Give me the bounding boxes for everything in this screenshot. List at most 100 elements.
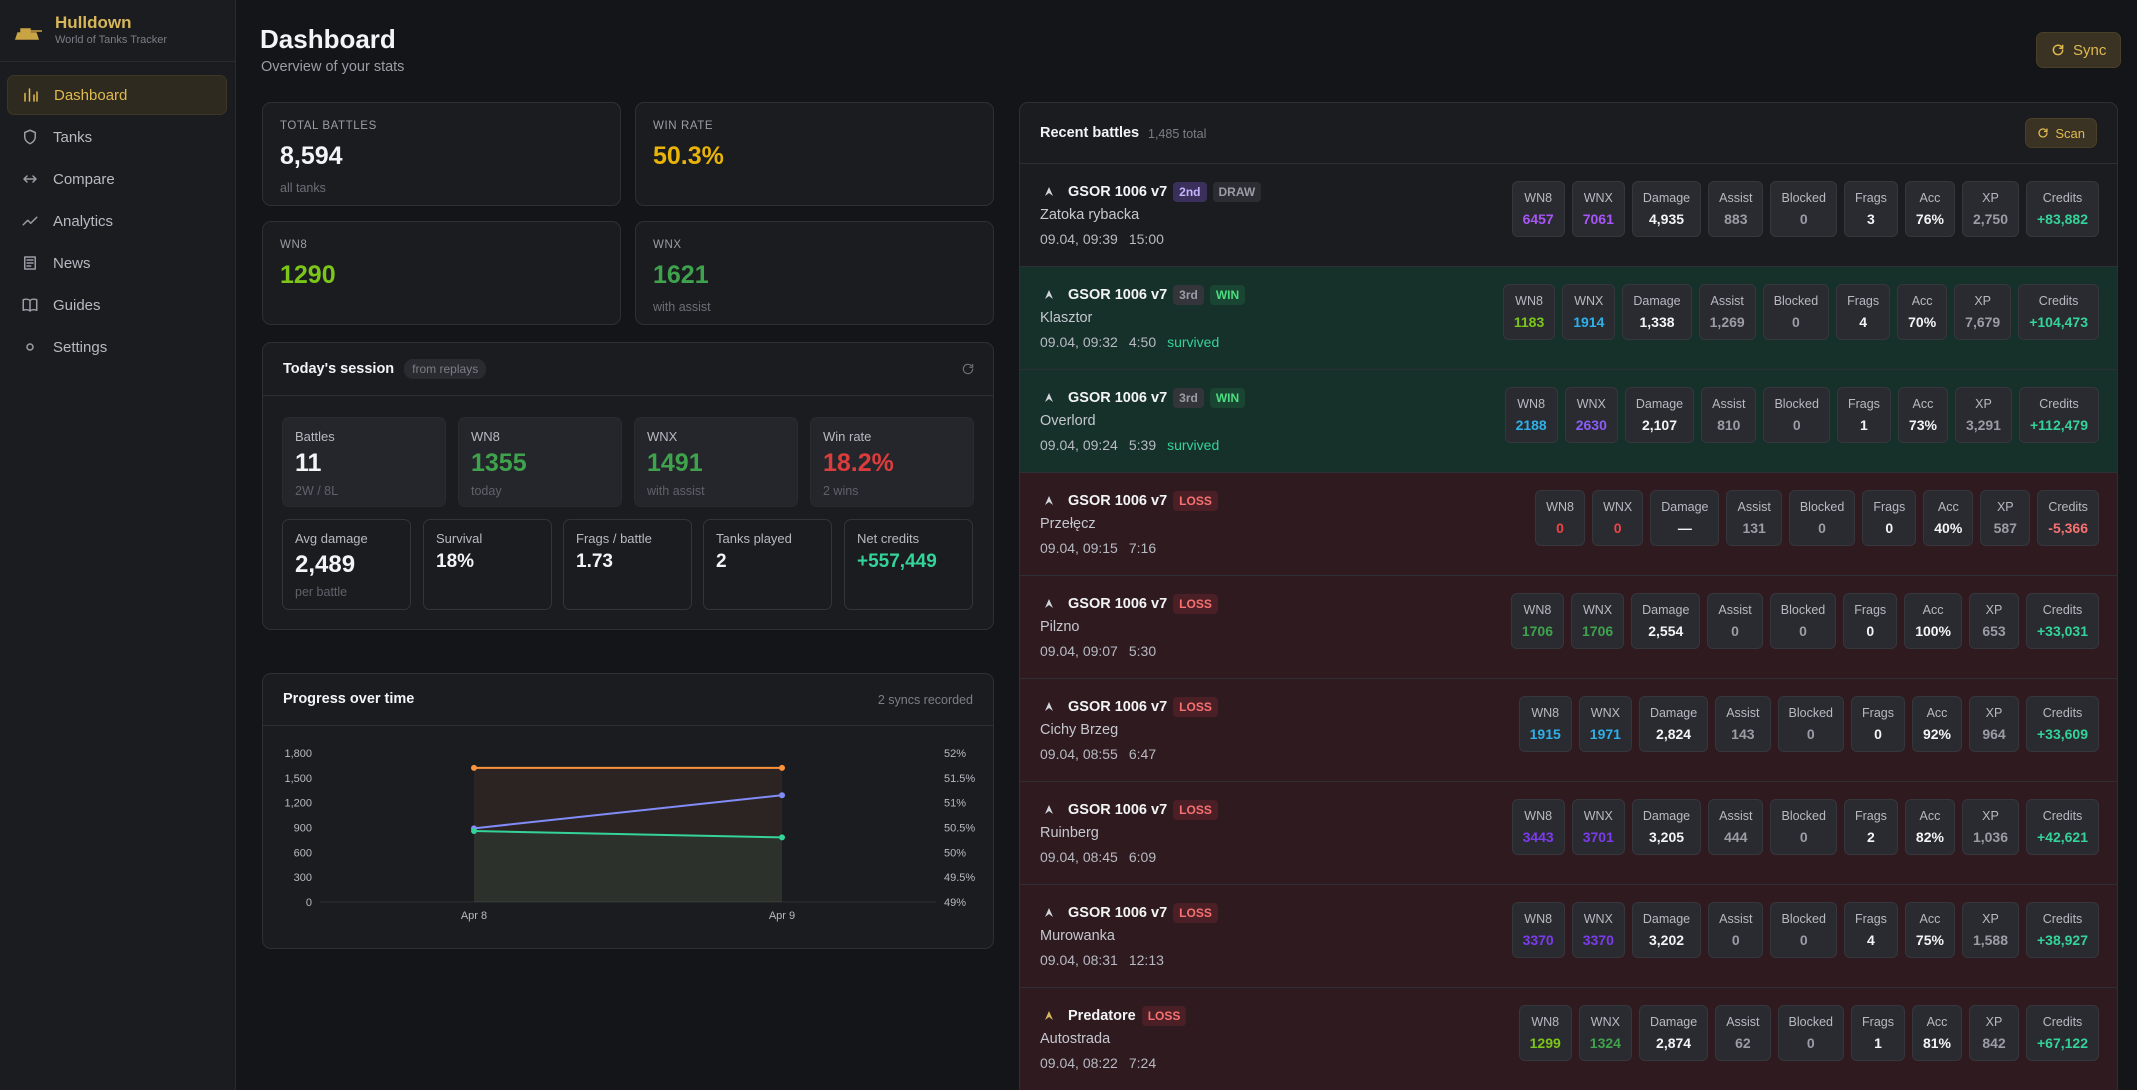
stat-box: Blocked 0 — [1770, 799, 1837, 855]
stat-box-value: -5,366 — [2048, 520, 2088, 536]
y2-tick-label: 52% — [944, 748, 966, 760]
stat-box-label: Damage — [1661, 500, 1709, 514]
line — [473, 794, 783, 830]
icon — [26, 343, 34, 351]
progress-title: Progress over time — [283, 691, 415, 707]
y2-tick-label: 50.5% — [944, 823, 975, 835]
stat-note: all tanks — [280, 181, 326, 195]
stat-box-value: +33,031 — [2037, 623, 2088, 639]
battle-row[interactable]: GSOR 1006 v7 LOSS Murowanka 09.04, 08:31 12:… — [1020, 884, 2117, 987]
stat-box-label: Frags — [1873, 500, 1906, 514]
stat-box-label: XP — [1985, 1015, 2003, 1029]
battle-row[interactable]: GSOR 1006 v7 3rd WIN Klasztor 09.04, 09:32 4:… — [1020, 266, 2117, 369]
stat-box-label: Credits — [2038, 294, 2079, 308]
sync-label: Sync — [2073, 41, 2107, 59]
chart: 0 300 600 900 1,200 1,500 1,800 49% 49.5% 50% 50.5… — [284, 748, 975, 922]
stat-box: Frags 1 — [1836, 387, 1891, 443]
stat-box-label: Assist — [1737, 500, 1771, 514]
scan-button[interactable]: Scan — [2025, 118, 2097, 148]
nav-item[interactable]: Analytics — [7, 201, 227, 241]
stat-box-value: 0 — [1885, 520, 1894, 536]
stat-box: Credits +112,479 — [2018, 387, 2099, 443]
battle-row[interactable]: GSOR 1006 v7 LOSS Pilzno 09.04, 09:07 5:30 WN… — [1020, 575, 2117, 678]
stat-box-label: WNX — [1583, 191, 1613, 205]
stat-box: Frags 0 — [1862, 490, 1917, 546]
stat-box: Credits +38,927 — [2026, 902, 2099, 958]
stat-box: Blocked 0 — [1777, 696, 1845, 752]
session-label: WN8 — [471, 429, 500, 444]
place-badge: 3rd — [1173, 388, 1204, 408]
stat-box: Blocked 0 — [1769, 593, 1837, 649]
session-card: Avg damage 2,489 per battle — [282, 519, 411, 610]
stat-box: Blocked 0 — [1763, 387, 1830, 443]
y-tick-label: 600 — [294, 847, 312, 859]
stat-box: WN8 1915 — [1518, 696, 1572, 752]
battle-row[interactable]: Predatore LOSS Autostrada 09.04, 08:22 7:24 W… — [1020, 987, 2117, 1090]
stat-box-label: Credits — [2042, 603, 2083, 617]
stat-box-label: WN8 — [1524, 809, 1553, 823]
stat-box: Frags 0 — [1851, 696, 1905, 752]
nav-item[interactable]: Tanks — [7, 117, 227, 157]
stat-box-value: 131 — [1742, 520, 1766, 536]
stat-box: XP 587 — [1980, 490, 2031, 546]
tank-name: GSOR 1006 v7 — [1068, 493, 1168, 509]
battle-meta: 09.04, 08:55 6:47 — [1040, 746, 1156, 762]
stat-box: WNX 3370 — [1571, 902, 1625, 958]
icon-path — [2038, 128, 2048, 138]
nav-item[interactable]: News — [7, 243, 227, 283]
battle-row[interactable]: GSOR 1006 v7 3rd WIN Overlord 09.04, 09:24 5:… — [1020, 369, 2117, 472]
stat-box-label: Assist — [1718, 603, 1752, 617]
battle-row[interactable]: GSOR 1006 v7 LOSS Cichy Brzeg 09.04, 08:55 6… — [1020, 678, 2117, 781]
session-refresh[interactable] — [961, 362, 975, 381]
stat-box: Assist 0 — [1708, 902, 1764, 958]
battle-duration: 5:30 — [1128, 643, 1157, 659]
stat-box-label: Credits — [2042, 809, 2083, 823]
stat-box: Blocked 0 — [1788, 490, 1856, 546]
x-tick-label: Apr 8 — [461, 910, 487, 922]
stat-box-label: Blocked — [1799, 500, 1845, 514]
stat-box-label: WN8 — [1531, 1015, 1560, 1029]
battle-time: 09.04, 08:55 — [1040, 746, 1118, 762]
battle-row[interactable]: GSOR 1006 v7 LOSS Ruinberg 09.04, 08:45 6:09… — [1020, 781, 2117, 884]
icon — [24, 129, 36, 145]
session-card: Survival 18% — [423, 519, 552, 610]
tank-name: GSOR 1006 v7 — [1068, 184, 1168, 200]
stat-box-label: Damage — [1649, 1015, 1698, 1029]
stat-box-label: Damage — [1649, 706, 1698, 720]
stat-box-value: 0 — [1799, 211, 1808, 227]
battle-title-line: GSOR 1006 v7 LOSS — [1040, 800, 1218, 820]
stat-box-value: 2,874 — [1656, 1035, 1692, 1051]
page-title: Dashboard — [260, 24, 396, 54]
stat-box-value: 1183 — [1513, 314, 1545, 330]
icon-path — [26, 343, 34, 351]
stat-box-label: XP — [1985, 706, 2003, 720]
nav-item[interactable]: Compare — [7, 159, 227, 199]
nav-item[interactable]: Dashboard — [7, 75, 227, 115]
sync-button[interactable]: Sync — [2036, 32, 2122, 68]
nav-label: Guides — [53, 296, 101, 314]
stat-box: Credits +33,609 — [2026, 696, 2099, 752]
battles-panel: Recent battles 1,485 total Scan GSOR 1006 v… — [1019, 102, 2118, 1090]
battle-title-line: GSOR 1006 v7 3rd WIN — [1040, 285, 1246, 305]
icon — [23, 175, 37, 183]
tank-icon — [1045, 290, 1053, 299]
result-badge: LOSS — [1173, 594, 1218, 614]
y2-tick-label: 51.5% — [944, 773, 975, 785]
tank-icon — [1045, 908, 1053, 917]
progress-panel: Progress over time 2 syncs recorded 0 300 60… — [262, 673, 994, 949]
y2-tick-label: 49% — [944, 897, 966, 909]
stat-box: XP 842 — [1969, 1005, 2019, 1061]
battle-row[interactable]: GSOR 1006 v7 LOSS Przełęcz 09.04, 09:15 7:16… — [1020, 472, 2117, 575]
stat-box-value: 587 — [1993, 520, 2017, 536]
nav-item[interactable]: Guides — [7, 285, 227, 325]
session-label: WNX — [647, 429, 678, 444]
stat-box-label: Credits — [2048, 500, 2088, 514]
stat-box: Damage 3,205 — [1631, 799, 1702, 855]
stat-box: Credits -5,366 — [2037, 490, 2099, 546]
stat-box-value: — — [1677, 520, 1692, 536]
stat-box-value: 0 — [1874, 726, 1882, 742]
battle-row[interactable]: GSOR 1006 v7 2nd DRAW Zatoka rybacka 09.04, … — [1020, 163, 2117, 266]
nav-item[interactable]: Settings — [7, 327, 227, 367]
icon — [22, 216, 38, 226]
tank-icon — [1045, 393, 1053, 402]
